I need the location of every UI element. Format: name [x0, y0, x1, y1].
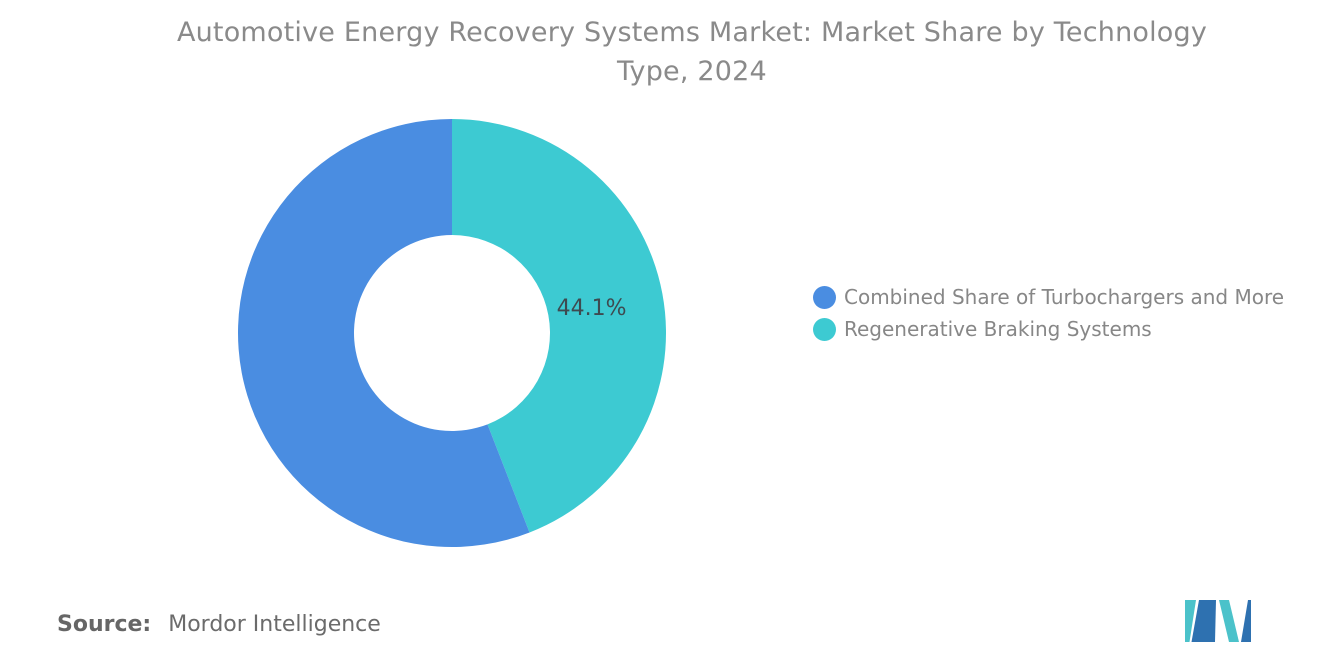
donut-chart: 44.1% — [232, 113, 672, 553]
legend-item-turbochargers: Combined Share of Turbochargers and More — [813, 281, 1284, 313]
logo-shape-teal-left — [1185, 600, 1196, 642]
logo-shape-blue-right — [1241, 600, 1251, 642]
donut-svg: 44.1% — [237, 119, 666, 547]
chart-title-line1: Automotive Energy Recovery Systems Marke… — [176, 17, 1208, 48]
logo-shape-blue-diagonal — [1191, 600, 1216, 642]
legend-swatch-teal — [813, 317, 836, 341]
legend: Combined Share of Turbochargers and More… — [813, 281, 1284, 345]
legend-label: Combined Share of Turbochargers and More — [844, 285, 1285, 309]
legend-item-regenerative-braking: Regenerative Braking Systems — [813, 313, 1284, 345]
pie-data-label: 44.1% — [557, 296, 627, 321]
mordor-intelligence-logo — [1185, 600, 1251, 642]
source-label: Source: — [57, 612, 152, 637]
chart-title: Automotive Energy Recovery Systems Marke… — [52, 13, 1320, 91]
chart-title-line2: Type, 2024 — [617, 56, 767, 87]
logo-shape-teal-diagonal — [1219, 600, 1239, 642]
legend-label: Regenerative Braking Systems — [844, 317, 1152, 341]
source-text: Mordor Intelligence — [168, 612, 381, 637]
pie-slice-1 — [237, 119, 530, 547]
legend-swatch-blue — [813, 285, 836, 309]
pie-slice-0 — [452, 119, 666, 533]
source-line: Source: Mordor Intelligence — [57, 612, 381, 637]
